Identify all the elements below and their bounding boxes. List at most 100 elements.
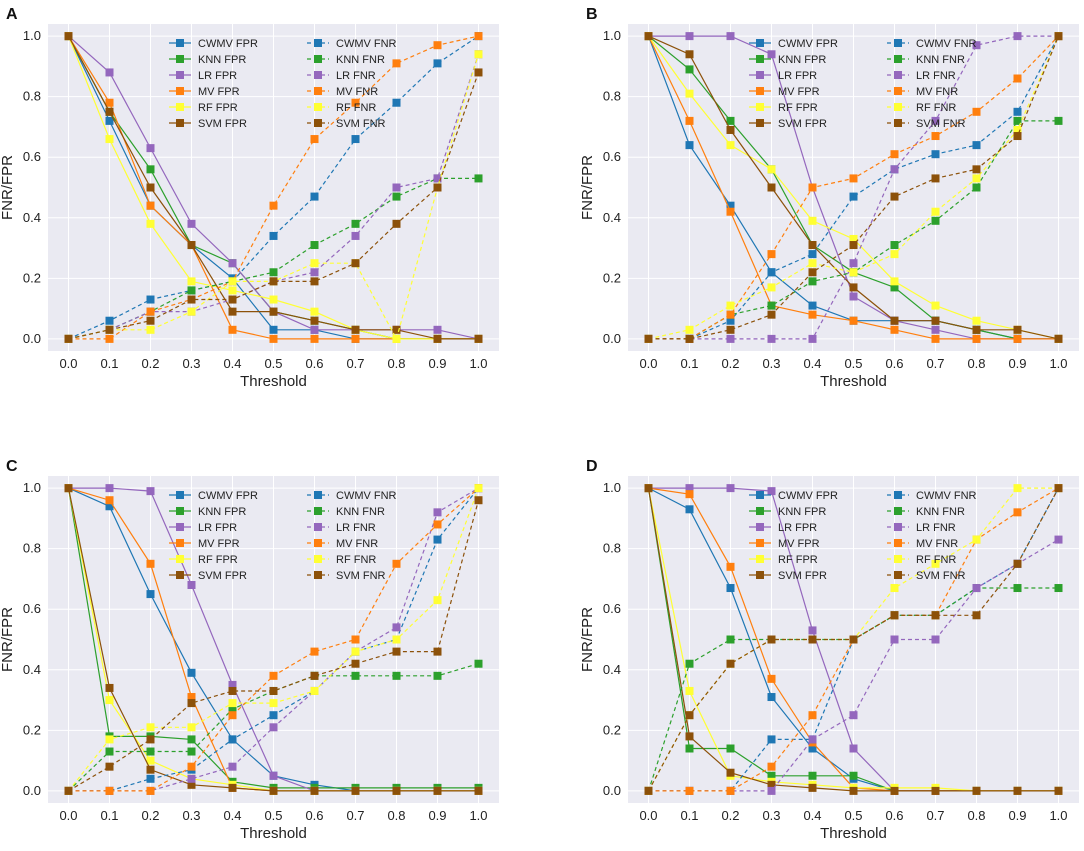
panel-a-cwmv-fnr-point — [146, 295, 155, 304]
panel-b-lr-fnr-point — [931, 116, 940, 125]
panel-a-svm-fnr-point — [351, 259, 360, 268]
panel-c-legend-lr-fnr-label: LR FNR — [336, 522, 376, 534]
panel-b-y-tick-label: 0.6 — [603, 149, 621, 164]
panel-c-legend-cwmv-fnr-label: CWMV FNR — [336, 490, 397, 502]
panel-a-legend-lr-fpr-label: LR FPR — [198, 70, 237, 82]
panel-d-mv-fpr-point — [685, 490, 694, 499]
panel-b-cwmv-fnr-point — [767, 268, 776, 277]
panel-b-legend-knn-fpr-swatch-marker — [756, 55, 764, 63]
panel-c-knn-fnr-point — [433, 671, 442, 680]
panel-b-cwmv-fpr-point — [726, 201, 735, 210]
panel-c-x-tick-label: 0.9 — [428, 808, 446, 823]
panel-a-knn-fnr-point — [392, 192, 401, 201]
panel-d-y-tick-label: 0.0 — [603, 783, 621, 798]
panel-c-mv-fpr-point — [187, 693, 196, 702]
panel-d-svm-fpr-point — [1013, 786, 1022, 795]
panel-a-x-tick-label: 0.0 — [59, 356, 77, 371]
panel-b-legend-knn-fnr-label: KNN FNR — [916, 54, 965, 66]
panel-d-rf-fnr-point — [1013, 484, 1022, 493]
panel-b-knn-fnr-point — [972, 183, 981, 192]
panel-b-lr-fnr-point — [972, 41, 981, 50]
panel-a-lr-fnr-point — [310, 268, 319, 277]
panel-d-lr-fpr-point — [726, 484, 735, 493]
panel-a-lr-fpr-point — [228, 259, 237, 268]
panel-c-lr-fpr-point — [269, 771, 278, 780]
panel-a-legend-svm-fpr-swatch-marker — [176, 119, 184, 127]
panel-c-rf-fnr-point — [433, 596, 442, 605]
panel-d-knn-fnr-point — [1013, 584, 1022, 593]
panel-b-x-tick-label: 0.3 — [762, 356, 780, 371]
panel-a-rf-fnr-point — [474, 50, 483, 59]
panel-b-mv-fnr-point — [931, 132, 940, 141]
panel-c-legend-mv-fpr-swatch-marker — [176, 539, 184, 547]
panel-a-lr-fnr-point — [351, 231, 360, 240]
panel-d-svm-fnr-point — [767, 635, 776, 644]
panel-c-y-tick-label: 0.8 — [23, 541, 41, 556]
panel-c-lr-fpr-point — [228, 680, 237, 689]
panel-b-y-tick-label: 0.8 — [603, 89, 621, 104]
panel-b-x-axis-label: Threshold — [820, 373, 887, 390]
panel-a-rf-fnr-point — [187, 307, 196, 316]
panel-c-mv-fpr-point — [146, 559, 155, 568]
panel-b-legend-mv-fnr-label: MV FNR — [916, 86, 958, 98]
panel-b-svm-fnr-point — [972, 165, 981, 174]
panel-a-svm-fnr-point — [474, 68, 483, 77]
panel-b-mv-fnr-point — [808, 183, 817, 192]
panel-b-svm-fpr-point — [1054, 334, 1063, 343]
panel-b-mv-fnr-point — [767, 250, 776, 259]
panel-b-svm-fpr-point — [726, 125, 735, 134]
panel-b-y-axis-label: FNR/FPR — [579, 155, 596, 220]
panel-a-rf-fpr-point — [187, 277, 196, 286]
panel-b-legend-rf-fnr-swatch-marker — [894, 103, 902, 111]
panel-a-y-tick-label: 0.2 — [23, 270, 41, 285]
panel-c-knn-fnr-point — [146, 747, 155, 756]
panel-b-rf-fnr-point — [890, 250, 899, 259]
panel-d-svm-fpr-point — [931, 786, 940, 795]
panel-c-legend-rf-fpr-label: RF FPR — [198, 554, 238, 566]
panel-d-mv-fnr-point — [685, 786, 694, 795]
panel-d-svm-fnr-point — [890, 611, 899, 620]
panel-a-mv-fpr-point — [310, 334, 319, 343]
panel-a-x-tick-label: 0.4 — [223, 356, 241, 371]
panel-c-legend-lr-fnr-swatch-marker — [314, 523, 322, 531]
panel-c-rf-fnr-point — [146, 723, 155, 732]
panel-a-rf-fnr-point — [310, 259, 319, 268]
panel-a-rf-fnr-point — [146, 325, 155, 334]
panel-a-knn-fnr-point — [351, 219, 360, 228]
panel-d-lr-fnr-point — [890, 635, 899, 644]
panel-c-legend-knn-fnr-swatch-marker — [314, 507, 322, 515]
panel-b-rf-fpr-point — [931, 301, 940, 310]
panel-c-rf-fpr-point — [105, 696, 114, 705]
panel-c-rf-fpr-point — [146, 756, 155, 765]
panel-c-rf-fnr-point — [310, 686, 319, 695]
panel-b-svm-fnr-point — [808, 268, 817, 277]
panel-b-mv-fpr-point — [931, 334, 940, 343]
panel-b-lr-fpr-point — [849, 292, 858, 301]
panel-d-x-tick-label: 0.6 — [885, 808, 903, 823]
panel-a-legend-lr-fnr-label: LR FNR — [336, 70, 376, 82]
panel-a-mv-fpr-point — [146, 201, 155, 210]
panel-b-legend-cwmv-fpr-swatch-marker — [756, 39, 764, 47]
panel-a-y-tick-label: 0.0 — [23, 331, 41, 346]
panel-c-mv-fnr-point — [146, 786, 155, 795]
panel-b-rf-fpr-point — [767, 165, 776, 174]
panel-d-knn-fnr-point — [1054, 584, 1063, 593]
panel-a-lr-fpr-point — [310, 325, 319, 334]
panel-a-svm-fpr-point — [146, 183, 155, 192]
panel-c-svm-fnr-point — [228, 686, 237, 695]
panel-c-x-tick-label: 0.1 — [100, 808, 118, 823]
panel-d-knn-fpr-point — [767, 771, 776, 780]
panel-c-legend-mv-fnr-label: MV FNR — [336, 538, 378, 550]
panel-b-svm-fnr-point — [767, 310, 776, 319]
panel-c-knn-fnr-point — [392, 671, 401, 680]
panel-b-y-tick-label: 0.2 — [603, 270, 621, 285]
panel-c-knn-fnr-point — [228, 705, 237, 714]
panel-d-lr-fnr-point — [767, 786, 776, 795]
panel-b-legend-cwmv-fnr-label: CWMV FNR — [916, 38, 977, 50]
panel-d-knn-fpr-point — [849, 771, 858, 780]
panel-c-x-axis-label: Threshold — [240, 825, 307, 842]
panel-b-rf-fpr-point — [726, 141, 735, 150]
panel-c-lr-fpr-point — [105, 484, 114, 493]
panel-b-cwmv-fnr-point — [931, 150, 940, 159]
panel-a-rf-fpr-point — [228, 286, 237, 295]
